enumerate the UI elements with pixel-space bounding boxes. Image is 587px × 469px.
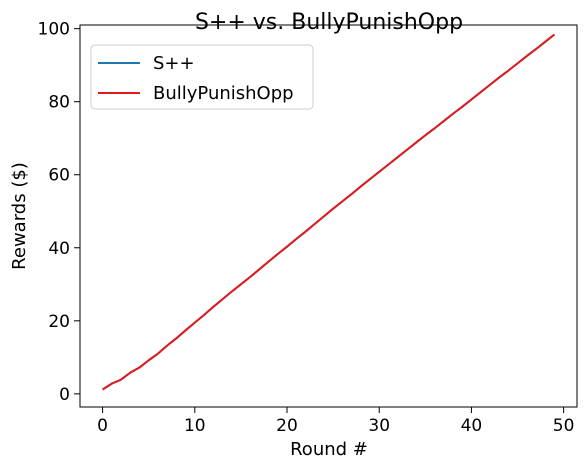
y-tick-label: 20 <box>48 312 70 332</box>
plot-frame <box>79 24 578 408</box>
legend-label-bullypunishopp: BullyPunishOpp <box>153 83 294 104</box>
x-tick-label: 0 <box>97 416 108 436</box>
y-tick-label: 80 <box>48 93 70 113</box>
series-lines <box>102 33 556 391</box>
x-tick-label: 10 <box>184 416 206 436</box>
legend-box <box>90 44 314 110</box>
chart-title: S++ vs. BullyPunishOpp <box>195 10 463 35</box>
x-tick-label: 40 <box>461 416 483 436</box>
legend: S++ BullyPunishOpp <box>90 44 314 110</box>
legend-label-s-plus-plus: S++ <box>153 53 195 74</box>
y-tick-label: 60 <box>48 166 70 186</box>
y-axis-label: Rewards ($) <box>9 162 30 270</box>
x-tick-label: 50 <box>553 416 575 436</box>
y-tick-label: 40 <box>48 239 70 259</box>
series-line-bullypunishopp <box>102 33 556 391</box>
y-axis-ticks: 0 20 40 60 80 100 <box>38 20 80 405</box>
y-tick-label: 100 <box>38 20 70 40</box>
x-axis-ticks: 0 10 20 30 40 50 <box>97 407 574 436</box>
x-tick-label: 30 <box>368 416 390 436</box>
x-axis-label: Round # <box>290 439 368 460</box>
x-tick-label: 20 <box>276 416 298 436</box>
y-tick-label: 0 <box>59 385 70 405</box>
